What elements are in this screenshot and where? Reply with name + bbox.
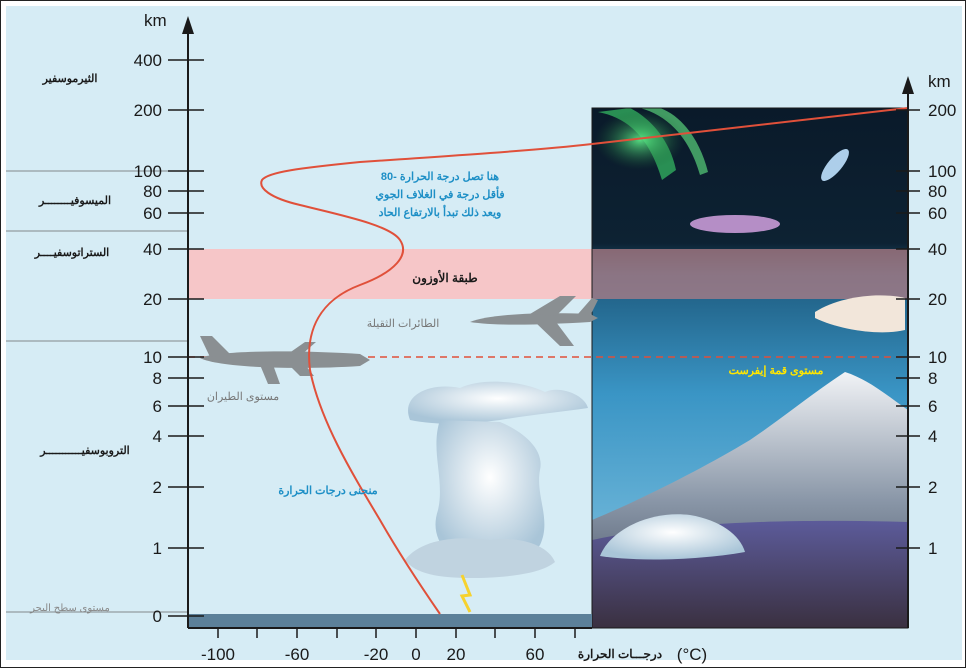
stratosphere-label: الستراتوسفيــــر	[34, 247, 109, 259]
left-tick-label: 2	[153, 478, 162, 497]
right-tick-label: 20	[928, 290, 947, 309]
right-tick-label: 8	[928, 369, 937, 388]
right-tick-label: 10	[928, 348, 947, 367]
temperature-curve-upper	[591, 107, 909, 145]
left-axis-unit: km	[144, 11, 167, 30]
heavy-aircraft-label: الطائرات الثقيلة	[367, 318, 440, 330]
mesosphere-label: الميسوفيــــــــر	[38, 195, 111, 207]
mesopause-note-line1: هنا تصل درجة الحرارة -80	[381, 171, 499, 183]
left-tick-label: 100	[134, 162, 162, 181]
axis-arrow-icon	[182, 16, 194, 34]
comet	[821, 149, 849, 181]
cumulonimbus-cloud	[405, 381, 588, 613]
right-axis-unit: km	[928, 72, 951, 91]
right-tick-label: 40	[928, 240, 947, 259]
left-tick-label: 4	[153, 427, 162, 446]
right-tick-label: 1	[928, 539, 937, 558]
left-tick-label: 60	[143, 204, 162, 223]
bottom-axis-unit: (°C)	[677, 645, 707, 664]
bottom-tick-label: -20	[364, 645, 389, 664]
left-tick-label: 8	[153, 369, 162, 388]
troposphere-label: التروبوسفيـــــــــــر	[39, 445, 129, 457]
photo-panel	[592, 108, 908, 628]
lightning-bolt	[459, 574, 473, 613]
left-tick-label: 80	[143, 182, 162, 201]
bottom-tick-label: 0	[411, 645, 420, 664]
right-tick-label: 200	[928, 101, 956, 120]
noctilucent-cloud	[690, 215, 780, 233]
right-tick-label: 100	[928, 162, 956, 181]
bottom-tick-label: -60	[285, 645, 310, 664]
ground-strip	[188, 614, 592, 628]
thermosphere-label: الثيرموسفير	[42, 73, 98, 85]
cirrus-cloud	[815, 295, 905, 333]
left-tick-label: 20	[143, 290, 162, 309]
left-tick-label: 40	[143, 240, 162, 259]
ozone-band	[188, 249, 592, 299]
left-tick-label: 0	[153, 607, 162, 626]
ozone-layer-label: طبقة الأوزون	[412, 270, 477, 286]
right-tick-label: 6	[928, 397, 937, 416]
flight-level-label: مستوى الطيران	[207, 391, 279, 403]
bottom-tick-label: 60	[526, 645, 545, 664]
right-tick-label: 4	[928, 427, 937, 446]
ozone-band-photo	[592, 249, 908, 299]
low-cloud	[600, 514, 745, 560]
bottom-axis-label: درجـــات الحرارة	[578, 647, 662, 662]
temperature-curve-label: منحنى درجات الحرارة	[278, 485, 377, 497]
temperature-curve	[260, 143, 593, 615]
heavy-aircraft-silhouette	[470, 296, 598, 346]
left-tick-label: 6	[153, 397, 162, 416]
left-tick-label: 400	[134, 51, 162, 70]
everest-label: مستوى قمة إيفرست	[729, 365, 824, 378]
bottom-tick-label: 20	[447, 645, 466, 664]
bottom-tick-label: -100	[201, 645, 235, 664]
right-tick-label: 80	[928, 182, 947, 201]
left-tick-label: 200	[134, 101, 162, 120]
left-tick-label: 1	[153, 539, 162, 558]
mesopause-note-line3: ويعد ذلك تبدأ بالارتفاع الحاد	[379, 205, 502, 219]
sea-level-label: مستوى سطح البحر	[29, 603, 110, 614]
mesopause-note-line2: فأقل درجة في الغلاف الجوي	[375, 187, 504, 202]
bottom-axis: -100 -60 -20 0 20 60 درجـــات الحرارة (°C)	[188, 627, 707, 664]
axis-arrow-icon	[902, 76, 914, 94]
right-tick-label: 2	[928, 478, 937, 497]
left-tick-label: 10	[143, 348, 162, 367]
airliner-silhouette	[200, 336, 370, 384]
right-tick-label: 60	[928, 204, 947, 223]
